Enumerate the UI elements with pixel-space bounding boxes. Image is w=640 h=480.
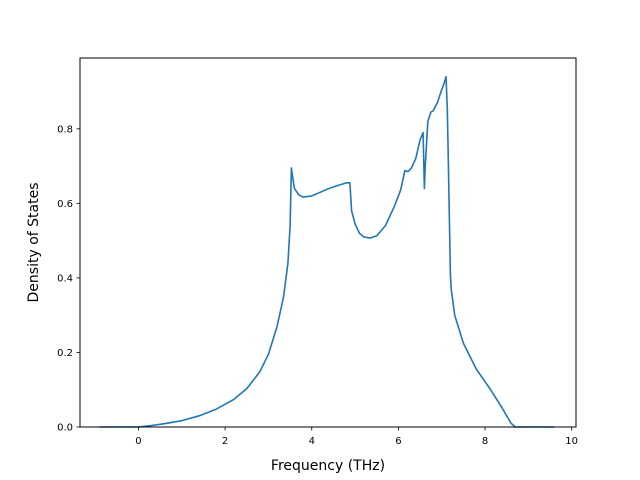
y-tick-label: 0.2 xyxy=(57,348,73,359)
plot-area xyxy=(79,57,577,428)
y-tick-label: 0.0 xyxy=(57,423,73,434)
x-tick-label: 6 xyxy=(395,436,401,447)
x-tick-label: 2 xyxy=(222,436,228,447)
x-tick-label: 0 xyxy=(135,436,141,447)
y-axis-ticks: 0.0 0.2 0.4 0.6 0.8 xyxy=(57,124,80,434)
y-tick-label: 0.4 xyxy=(57,273,73,284)
dos-series-line-0 xyxy=(99,75,555,428)
x-tick-label: 4 xyxy=(309,436,315,447)
series-layer xyxy=(99,75,555,428)
y-tick-label: 0.8 xyxy=(57,124,73,135)
y-axis-label: Density of States xyxy=(26,183,42,303)
axes-frame xyxy=(79,57,577,428)
x-tick-label: 8 xyxy=(482,436,488,447)
y-tick-label: 0.6 xyxy=(57,199,73,210)
x-axis-ticks: 0 2 4 6 8 10 xyxy=(135,427,578,447)
x-tick-label: 10 xyxy=(565,436,578,447)
x-axis-label: Frequency (THz) xyxy=(271,458,385,474)
